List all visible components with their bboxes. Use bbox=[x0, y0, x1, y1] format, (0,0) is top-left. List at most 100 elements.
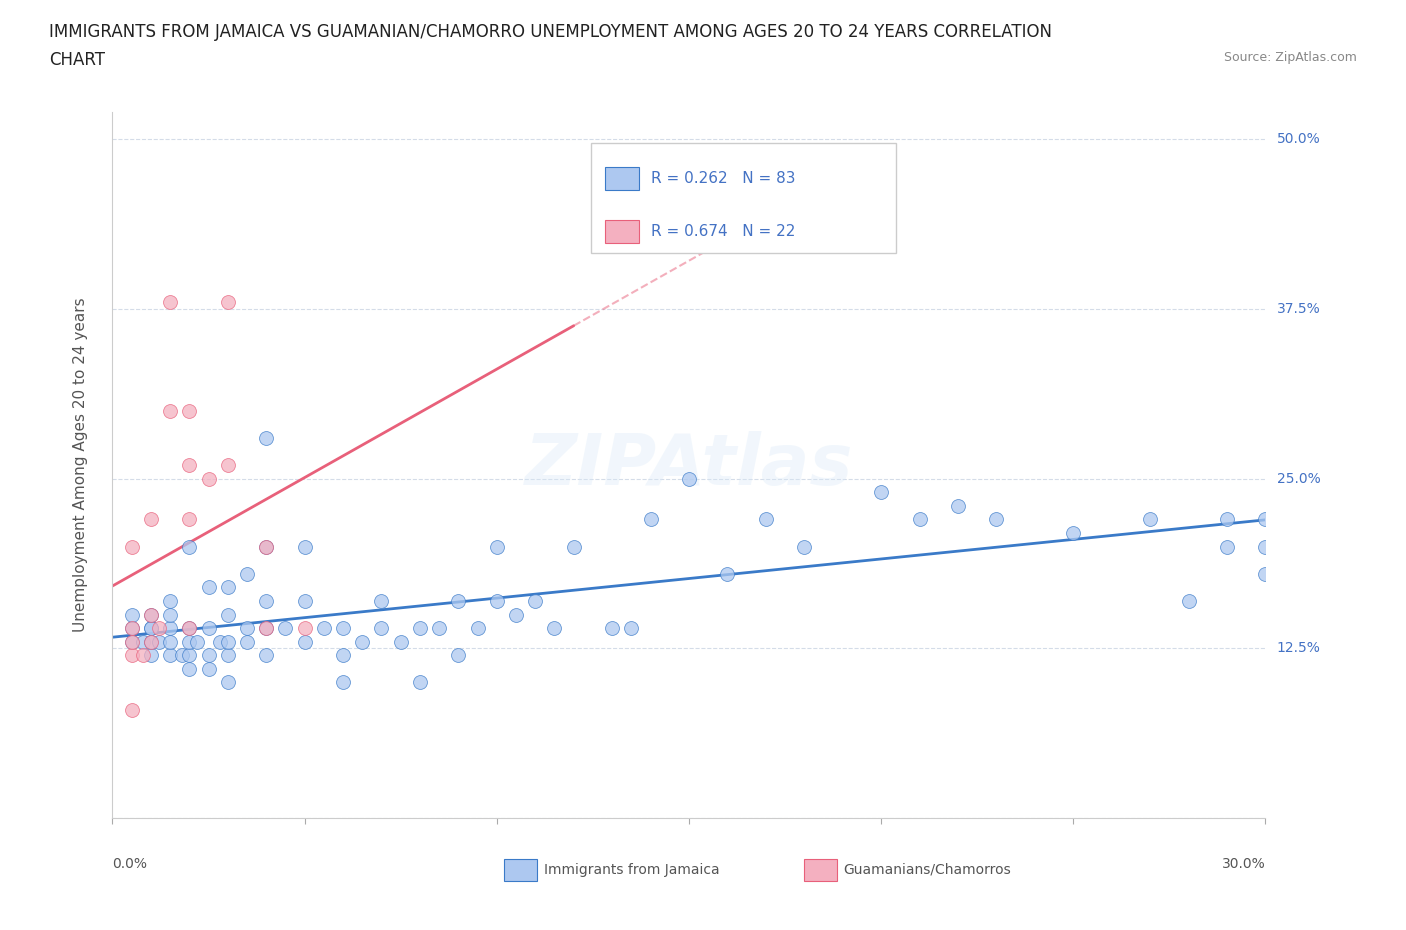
Point bbox=[159, 404, 181, 418]
Point bbox=[986, 512, 1008, 526]
Point bbox=[197, 661, 219, 676]
Point bbox=[1062, 525, 1084, 540]
Point bbox=[332, 648, 354, 663]
Point bbox=[427, 620, 450, 635]
Point bbox=[121, 620, 143, 635]
Point bbox=[186, 634, 208, 649]
Text: 12.5%: 12.5% bbox=[1277, 642, 1320, 656]
Text: 30.0%: 30.0% bbox=[1222, 857, 1265, 871]
Point bbox=[179, 661, 201, 676]
Point bbox=[139, 620, 162, 635]
Point bbox=[121, 648, 143, 663]
Point bbox=[447, 648, 470, 663]
Point bbox=[332, 675, 354, 690]
Point bbox=[121, 607, 143, 622]
Point bbox=[946, 498, 969, 513]
Point bbox=[254, 648, 277, 663]
Text: 50.0%: 50.0% bbox=[1277, 132, 1320, 146]
Point bbox=[159, 593, 181, 608]
Point bbox=[179, 458, 201, 472]
Point bbox=[236, 634, 259, 649]
Point bbox=[254, 539, 277, 554]
Point bbox=[217, 580, 239, 595]
Point bbox=[254, 539, 277, 554]
Point bbox=[121, 702, 143, 717]
Bar bbox=[804, 859, 837, 881]
Point bbox=[179, 404, 201, 418]
Point bbox=[139, 607, 162, 622]
Point bbox=[139, 607, 162, 622]
Text: Source: ZipAtlas.com: Source: ZipAtlas.com bbox=[1223, 51, 1357, 64]
Point bbox=[197, 648, 219, 663]
Point bbox=[179, 512, 201, 526]
Point bbox=[179, 620, 201, 635]
Point bbox=[793, 539, 815, 554]
Point bbox=[274, 620, 297, 635]
Text: ZIPAtlas: ZIPAtlas bbox=[524, 431, 853, 499]
Point bbox=[236, 566, 259, 581]
Point bbox=[467, 620, 489, 635]
Point bbox=[179, 634, 201, 649]
Point bbox=[159, 620, 181, 635]
Point bbox=[148, 634, 170, 649]
Point bbox=[159, 607, 181, 622]
Point bbox=[217, 648, 239, 663]
Point bbox=[370, 620, 392, 635]
Point bbox=[870, 485, 893, 499]
Point bbox=[170, 648, 193, 663]
Point bbox=[716, 566, 738, 581]
Point bbox=[640, 512, 662, 526]
Text: R = 0.262   N = 83: R = 0.262 N = 83 bbox=[651, 171, 796, 186]
Text: 25.0%: 25.0% bbox=[1277, 472, 1320, 485]
Point bbox=[678, 472, 700, 486]
Point bbox=[132, 634, 155, 649]
Point bbox=[197, 472, 219, 486]
Point bbox=[409, 620, 432, 635]
Point bbox=[121, 634, 143, 649]
Point bbox=[1177, 593, 1199, 608]
Point bbox=[370, 593, 392, 608]
Point bbox=[121, 539, 143, 554]
Bar bbox=[505, 859, 537, 881]
Point bbox=[139, 620, 162, 635]
Point bbox=[236, 620, 259, 635]
Point bbox=[159, 648, 181, 663]
Point bbox=[1254, 539, 1277, 554]
Text: 0.0%: 0.0% bbox=[112, 857, 148, 871]
Point bbox=[524, 593, 547, 608]
Point bbox=[620, 620, 643, 635]
Point bbox=[1254, 512, 1277, 526]
Point bbox=[562, 539, 585, 554]
Point bbox=[179, 539, 201, 554]
Point bbox=[148, 620, 170, 635]
Point bbox=[217, 458, 239, 472]
Point bbox=[312, 620, 335, 635]
Point bbox=[294, 620, 316, 635]
Point bbox=[294, 634, 316, 649]
Point bbox=[139, 634, 162, 649]
Point bbox=[294, 593, 316, 608]
Point bbox=[543, 620, 565, 635]
Bar bbox=[591, 143, 897, 253]
Text: Immigrants from Jamaica: Immigrants from Jamaica bbox=[544, 863, 720, 877]
Point bbox=[447, 593, 470, 608]
Point bbox=[254, 593, 277, 608]
Point bbox=[600, 620, 623, 635]
Point bbox=[197, 580, 219, 595]
Point bbox=[1216, 512, 1239, 526]
Point bbox=[254, 620, 277, 635]
Point bbox=[485, 539, 508, 554]
Point bbox=[139, 648, 162, 663]
Point bbox=[139, 512, 162, 526]
Bar bbox=[605, 167, 640, 190]
Point bbox=[139, 634, 162, 649]
Bar bbox=[605, 220, 640, 243]
Point bbox=[505, 607, 527, 622]
Point bbox=[254, 620, 277, 635]
Text: Guamanians/Chamorros: Guamanians/Chamorros bbox=[844, 863, 1011, 877]
Text: 37.5%: 37.5% bbox=[1277, 301, 1320, 315]
Point bbox=[755, 512, 778, 526]
Point bbox=[1139, 512, 1161, 526]
Point bbox=[121, 634, 143, 649]
Point bbox=[217, 675, 239, 690]
